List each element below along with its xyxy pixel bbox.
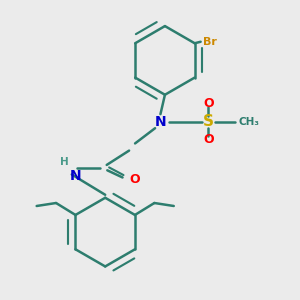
Text: CH₃: CH₃ xyxy=(238,117,259,127)
Text: H: H xyxy=(60,157,69,167)
Text: O: O xyxy=(130,173,140,186)
Text: O: O xyxy=(203,97,214,110)
Text: N: N xyxy=(154,115,166,129)
Text: Br: Br xyxy=(203,37,217,47)
Text: N: N xyxy=(70,169,82,183)
Text: O: O xyxy=(203,133,214,146)
Text: S: S xyxy=(203,114,214,129)
